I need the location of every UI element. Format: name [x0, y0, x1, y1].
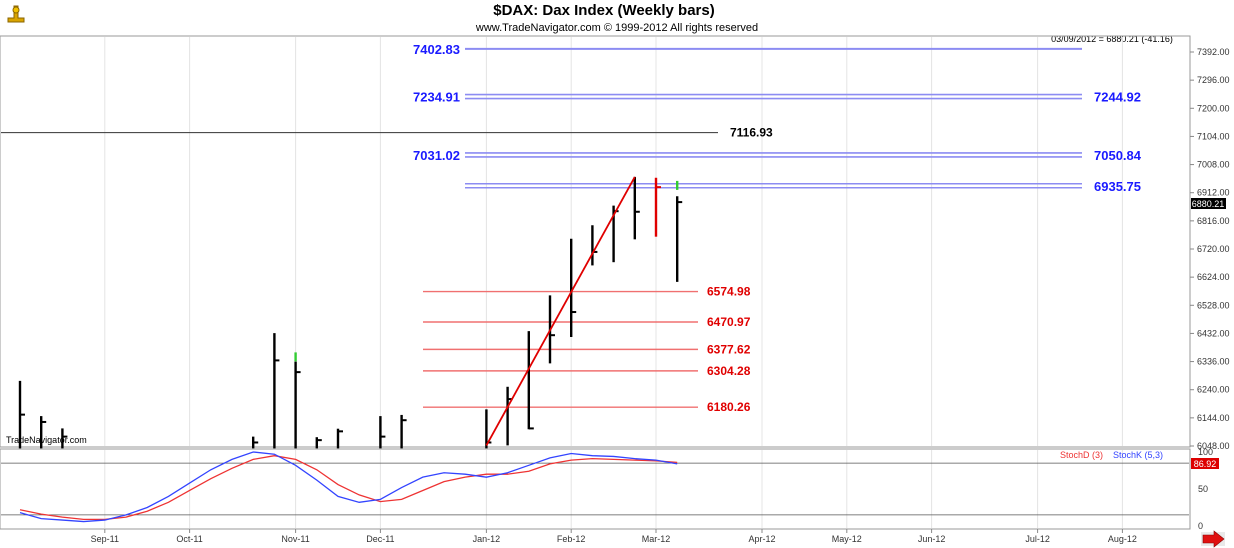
price-tick-label: 7296.00 — [1197, 75, 1230, 85]
price-bars — [18, 176, 683, 449]
x-tick-label: May-12 — [832, 534, 862, 544]
x-tick-label: Nov-11 — [281, 534, 309, 544]
stoch-d-line — [19, 455, 678, 520]
stochastic-panel: 100 50 0 StochD (3) StochK (5,3) — [1, 447, 1213, 531]
x-tick-label: Dec-11 — [366, 534, 394, 544]
projection-level-label-left: 7402.83 — [413, 42, 460, 57]
price-axis: 7392.00 7296.00 7200.00 7104.00 7008.00 6912.… — [1190, 47, 1230, 451]
x-tick-label: Aug-12 — [1108, 534, 1137, 544]
price-tick-label: 6048.00 — [1197, 441, 1230, 451]
stochastic-value-label: 86.92 — [1194, 459, 1217, 469]
x-tick-label: Oct-11 — [176, 534, 202, 544]
price-panel-frame — [0, 35, 1191, 448]
vertical-gridlines — [104, 37, 1123, 528]
stoch-d-legend: StochD (3) — [1060, 450, 1103, 460]
retracement-level-label: 6470.97 — [707, 315, 751, 329]
x-tick-label: Feb-12 — [557, 534, 586, 544]
date-axis: Sep-11 Oct-11 Nov-11 Dec-11 Jan-12 Feb-12 Mar-… — [91, 529, 1137, 544]
trend-line — [485, 176, 636, 446]
stoch-k-legend: StochK (5,3) — [1113, 450, 1163, 460]
copyright-text: www.TradeNavigator.com © 1999-2012 All r… — [475, 22, 758, 34]
price-tick-label: 6912.00 — [1197, 188, 1230, 198]
price-tick-label: 6624.00 — [1197, 272, 1230, 282]
stochastic-value-badge — [1191, 458, 1219, 469]
projection-level-label-right: 7244.92 — [1094, 90, 1141, 105]
projection-level-label-left: 7234.91 — [413, 90, 460, 105]
x-tick-label: Jun-12 — [918, 534, 946, 544]
x-tick-label: Apr-12 — [748, 534, 775, 544]
projection-level-label-left: 7031.02 — [413, 148, 460, 163]
price-tick-label: 6240.00 — [1197, 385, 1230, 395]
price-tick-label: 6528.00 — [1197, 300, 1230, 310]
resistance-level-label: 7116.93 — [730, 126, 773, 140]
price-levels: 7402.83 7234.91 7244.92 7031.02 7050.84 6935.… — [1, 42, 1142, 414]
last-bar-readout: 03/09/2012 = 6880.21 (-41.16) — [1051, 34, 1173, 44]
projection-level-label-right: 7050.84 — [1094, 148, 1142, 163]
stochastic-panel-frame — [0, 448, 1191, 530]
scroll-right-arrow-icon[interactable] — [1201, 530, 1225, 548]
price-tick-label: 6720.00 — [1197, 244, 1230, 254]
stochastic-tick-label: 100 — [1198, 447, 1213, 457]
current-price-label: 6880.21 — [1192, 199, 1225, 209]
x-tick-label: Mar-12 — [642, 534, 671, 544]
price-tick-label: 6144.00 — [1197, 413, 1230, 423]
stochastic-tick-label: 0 — [1198, 521, 1203, 531]
watermark: TradeNavigator.com — [6, 435, 87, 445]
price-tick-label: 7104.00 — [1197, 131, 1230, 141]
price-tick-label: 7200.00 — [1197, 103, 1230, 113]
stochastic-tick-label: 50 — [1198, 484, 1208, 494]
price-tick-label: 6336.00 — [1197, 357, 1230, 367]
trade-navigator-logo — [7, 5, 25, 23]
retracement-level-label: 6377.62 — [707, 342, 751, 356]
projection-level-label-right: 6935.75 — [1094, 179, 1141, 194]
retracement-level-label: 6304.28 — [707, 364, 751, 378]
chart-title: $DAX: Dax Index (Weekly bars) — [493, 2, 714, 19]
stoch-k-line — [19, 451, 678, 523]
retracement-level-label: 6574.98 — [707, 285, 751, 299]
price-tick-label: 6816.00 — [1197, 216, 1230, 226]
price-tick-label: 7008.00 — [1197, 160, 1230, 170]
x-tick-label: Sep-11 — [91, 534, 119, 544]
x-tick-label: Jan-12 — [473, 534, 501, 544]
price-tick-label: 6432.00 — [1197, 328, 1230, 338]
retracement-level-label: 6180.26 — [707, 400, 751, 414]
current-price-badge — [1191, 198, 1226, 209]
price-tick-label: 7392.00 — [1197, 47, 1230, 57]
x-tick-label: Jul-12 — [1025, 534, 1050, 544]
